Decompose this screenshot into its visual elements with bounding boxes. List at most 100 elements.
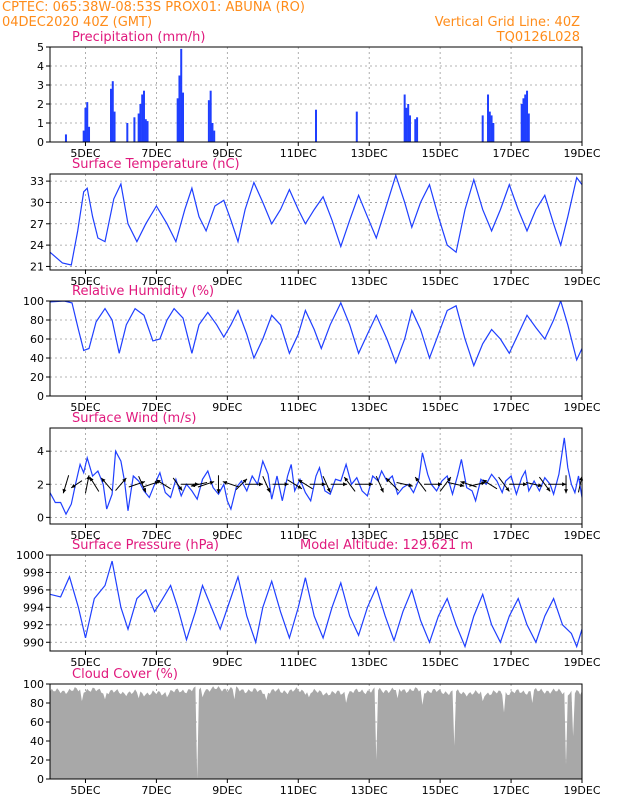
- forecast-start-time: 04DEC2020 40Z (GMT): [2, 15, 153, 30]
- rh-xtick-label-0: 5DEC: [70, 401, 100, 414]
- precip-bar-10: [137, 113, 140, 142]
- precip-bar-33: [487, 94, 490, 142]
- precip-bar-26: [403, 94, 406, 142]
- wind-vector-32: [439, 476, 452, 492]
- precip-xtick-label-5: 15DEC: [422, 147, 459, 160]
- temp-ytick-label-3: 30: [30, 196, 44, 209]
- cloud-xtick-label-5: 15DEC: [422, 784, 459, 797]
- temp-ytick-label-4: 33: [30, 175, 44, 188]
- pressure-annotation: Model Altitude: 129.621 m: [300, 538, 473, 553]
- precip-xtick-label-3: 11DEC: [280, 147, 317, 160]
- wind-vector-0: [62, 475, 70, 494]
- wind-vector-25: [343, 476, 356, 492]
- wind-xtick-label-3: 11DEC: [280, 529, 317, 542]
- pressure-ytick-label-2: 994: [23, 601, 44, 614]
- precip-bar-40: [526, 90, 529, 142]
- wind-vector-37: [498, 476, 510, 492]
- precip-bar-39: [524, 94, 527, 142]
- precip-bar-0: [64, 134, 67, 142]
- precip-ytick-label-4: 4: [37, 60, 44, 73]
- cloud-xtick-label-4: 13DEC: [351, 784, 388, 797]
- rh-ytick-label-5: 100: [23, 295, 44, 308]
- wind-vector-29: [396, 481, 413, 488]
- pressure-xtick-label-1: 7DEC: [141, 656, 171, 669]
- model-id: TQ0126L028: [496, 30, 580, 45]
- temp-xtick-label-6: 17DEC: [493, 275, 530, 288]
- precip-bar-11: [139, 104, 142, 142]
- precip-xtick-label-0: 5DEC: [70, 147, 100, 160]
- wind-vector-28: [385, 477, 399, 491]
- wind-vector-15: [222, 481, 240, 488]
- wind-vector-26: [354, 482, 373, 487]
- precip-bar-23: [213, 130, 216, 142]
- wind-vector-36: [482, 479, 498, 490]
- cloud-title: Cloud Cover (%): [72, 667, 178, 682]
- pressure-series-line: [50, 560, 582, 649]
- rh-xtick-label-5: 15DEC: [422, 401, 459, 414]
- temp-xtick-label-0: 5DEC: [70, 275, 100, 288]
- precip-bar-41: [527, 113, 530, 142]
- precip-xtick-label-7: 19DEC: [563, 147, 600, 160]
- precip-bar-17: [178, 75, 181, 142]
- rh-ytick-label-0: 0: [37, 390, 44, 403]
- wind-vector-9: [156, 479, 171, 490]
- temp-xtick-label-2: 9DEC: [212, 275, 242, 288]
- precip-ytick-label-3: 3: [37, 79, 44, 92]
- wind-vector-33: [447, 481, 465, 488]
- wind-vector-39: [525, 481, 543, 488]
- temp-xtick-label-3: 11DEC: [280, 275, 317, 288]
- wind-vector-1: [70, 480, 83, 489]
- wind-vector-27: [375, 475, 384, 493]
- precip-ytick-label-0: 0: [37, 136, 44, 149]
- cloud-xtick-label-7: 19DEC: [563, 784, 600, 797]
- temp-frame: [49, 173, 583, 271]
- pressure-xtick-label-5: 15DEC: [422, 656, 459, 669]
- wind-xtick-label-1: 7DEC: [141, 529, 171, 542]
- cloud-xtick-label-0: 5DEC: [70, 784, 100, 797]
- pressure-ytick-label-1: 992: [23, 619, 44, 632]
- station-info: CPTEC: 065:38W-08:53S PROX01: ABUNA (RO): [2, 0, 305, 15]
- precip-bar-37: [520, 104, 523, 142]
- precip-bar-18: [180, 48, 183, 142]
- wind-ytick-label-0: 0: [37, 511, 44, 524]
- wind-vector-3: [89, 476, 100, 492]
- cloud-ytick-label-4: 80: [30, 697, 44, 710]
- pressure-xtick-label-6: 17DEC: [493, 656, 530, 669]
- precip-bar-5: [110, 88, 113, 142]
- pressure-xtick-label-4: 13DEC: [351, 656, 388, 669]
- rh-xtick-label-7: 19DEC: [563, 401, 600, 414]
- wind-vector-22: [309, 482, 326, 487]
- precip-xtick-label-6: 17DEC: [493, 147, 530, 160]
- precip-bar-25: [355, 111, 358, 142]
- temp-title: Surface Temperature (nC): [72, 157, 240, 172]
- pressure-xtick-label-7: 19DEC: [563, 656, 600, 669]
- wind-vector-30: [414, 476, 427, 492]
- precip-bar-4: [88, 126, 91, 142]
- precip-bar-30: [414, 119, 417, 142]
- wind-xtick-label-5: 15DEC: [422, 529, 459, 542]
- wind-vector-5: [115, 477, 127, 491]
- cloud-xtick-label-6: 17DEC: [493, 784, 530, 797]
- precip-bar-36: [492, 123, 495, 142]
- temp-xtick-label-7: 19DEC: [563, 275, 600, 288]
- temp-ytick-label-0: 21: [30, 260, 44, 273]
- precip-bar-16: [176, 98, 179, 142]
- rh-xtick-label-3: 11DEC: [280, 401, 317, 414]
- wind-vector-19: [272, 482, 289, 487]
- wind-frame: [49, 427, 583, 525]
- cloud-ytick-label-3: 60: [30, 716, 44, 729]
- cloud-cover-area: [50, 686, 582, 779]
- precip-bar-27: [405, 107, 408, 142]
- precip-bar-31: [416, 117, 419, 142]
- cloud-xtick-label-2: 9DEC: [212, 784, 242, 797]
- cloud-ytick-label-2: 40: [30, 735, 44, 748]
- precip-bar-9: [133, 117, 136, 142]
- wind-vector-16: [235, 478, 248, 491]
- precip-xtick-label-4: 13DEC: [351, 147, 388, 160]
- wind-vector-13: [197, 481, 215, 488]
- wind-xtick-label-4: 13DEC: [351, 529, 388, 542]
- chart-header: CPTEC: 065:38W-08:53S PROX01: ABUNA (RO)…: [0, 0, 618, 46]
- wind-vector-31: [424, 482, 443, 487]
- cloud-ytick-label-5: 100: [23, 678, 44, 691]
